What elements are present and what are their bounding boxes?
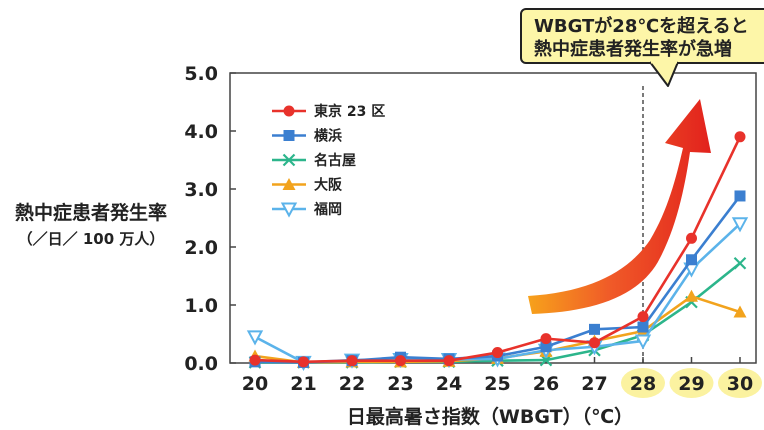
x-tick-label: 28 <box>630 373 656 395</box>
data-point <box>246 330 264 346</box>
y-axis-unit: （／日／ 100 万人） <box>17 230 165 248</box>
y-tick-label: 1.0 <box>184 295 218 317</box>
y-tick-label: 2.0 <box>184 237 218 259</box>
x-tick-label: 23 <box>387 373 413 395</box>
data-point <box>298 356 309 368</box>
data-point <box>589 337 600 349</box>
data-point <box>282 178 296 190</box>
data-point <box>282 153 296 167</box>
legend-item: 大阪 <box>272 177 343 194</box>
data-point <box>686 254 697 266</box>
annotation-line-1: WBGTが28℃を超えると <box>534 16 749 37</box>
legend-label: 福岡 <box>313 201 342 218</box>
x-tick-label: 29 <box>678 373 704 395</box>
x-tick-highlight <box>718 368 762 398</box>
x-tick-label: 30 <box>727 373 753 395</box>
data-point <box>634 334 652 350</box>
y-tick-label: 4.0 <box>184 121 218 143</box>
data-point <box>540 333 552 345</box>
data-point <box>589 323 600 335</box>
data-point <box>283 130 295 141</box>
x-tick-label: 21 <box>290 373 316 395</box>
series-1 <box>249 131 746 368</box>
legend-item: 名古屋 <box>272 152 356 169</box>
legend-label: 横浜 <box>314 128 342 145</box>
legend-item: 東京 23 区 <box>272 103 385 120</box>
legend-item: 横浜 <box>272 128 342 145</box>
data-point <box>733 256 747 270</box>
data-point <box>443 355 455 367</box>
x-tick-label: 22 <box>339 373 365 395</box>
annotation-callout: WBGTが28℃を超えると 熱中症患者発生率が急増 <box>520 8 764 64</box>
y-tick-label: 3.0 <box>184 179 218 201</box>
x-tick-label: 25 <box>484 373 510 395</box>
annotation-line-2: 熱中症患者発生率が急増 <box>534 39 732 60</box>
data-point <box>685 289 698 302</box>
y-axis-title: 熱中症患者発生率 <box>14 202 167 224</box>
x-axis-title: 日最高暑さ指数（WBGT）（℃） <box>346 406 634 428</box>
data-point <box>492 347 503 359</box>
legend-label: 名古屋 <box>314 152 356 169</box>
data-point <box>733 305 747 318</box>
data-point <box>346 355 358 367</box>
data-point <box>283 105 295 117</box>
legend-label: 大阪 <box>314 177 343 194</box>
y-tick-label: 0.0 <box>184 353 218 375</box>
data-point <box>637 311 649 323</box>
data-point <box>395 355 406 367</box>
data-point <box>280 202 298 218</box>
data-point <box>731 217 749 233</box>
x-tick-label: 27 <box>581 373 607 395</box>
x-tick-highlight <box>669 368 714 398</box>
plot-area <box>229 72 757 364</box>
trend-arrow <box>528 99 711 314</box>
data-point <box>540 341 552 353</box>
x-tick-label: 26 <box>533 373 559 395</box>
data-point <box>637 321 649 333</box>
data-point <box>249 354 261 366</box>
legend-label: 東京 23 区 <box>314 103 385 120</box>
data-point <box>686 232 697 244</box>
x-tick-label: 24 <box>436 373 462 395</box>
x-tick-highlight <box>621 368 665 398</box>
x-tick-label: 20 <box>242 373 268 395</box>
y-tick-label: 5.0 <box>184 63 218 85</box>
data-point <box>734 131 746 143</box>
data-point <box>734 190 746 202</box>
legend-item: 福岡 <box>272 201 342 218</box>
